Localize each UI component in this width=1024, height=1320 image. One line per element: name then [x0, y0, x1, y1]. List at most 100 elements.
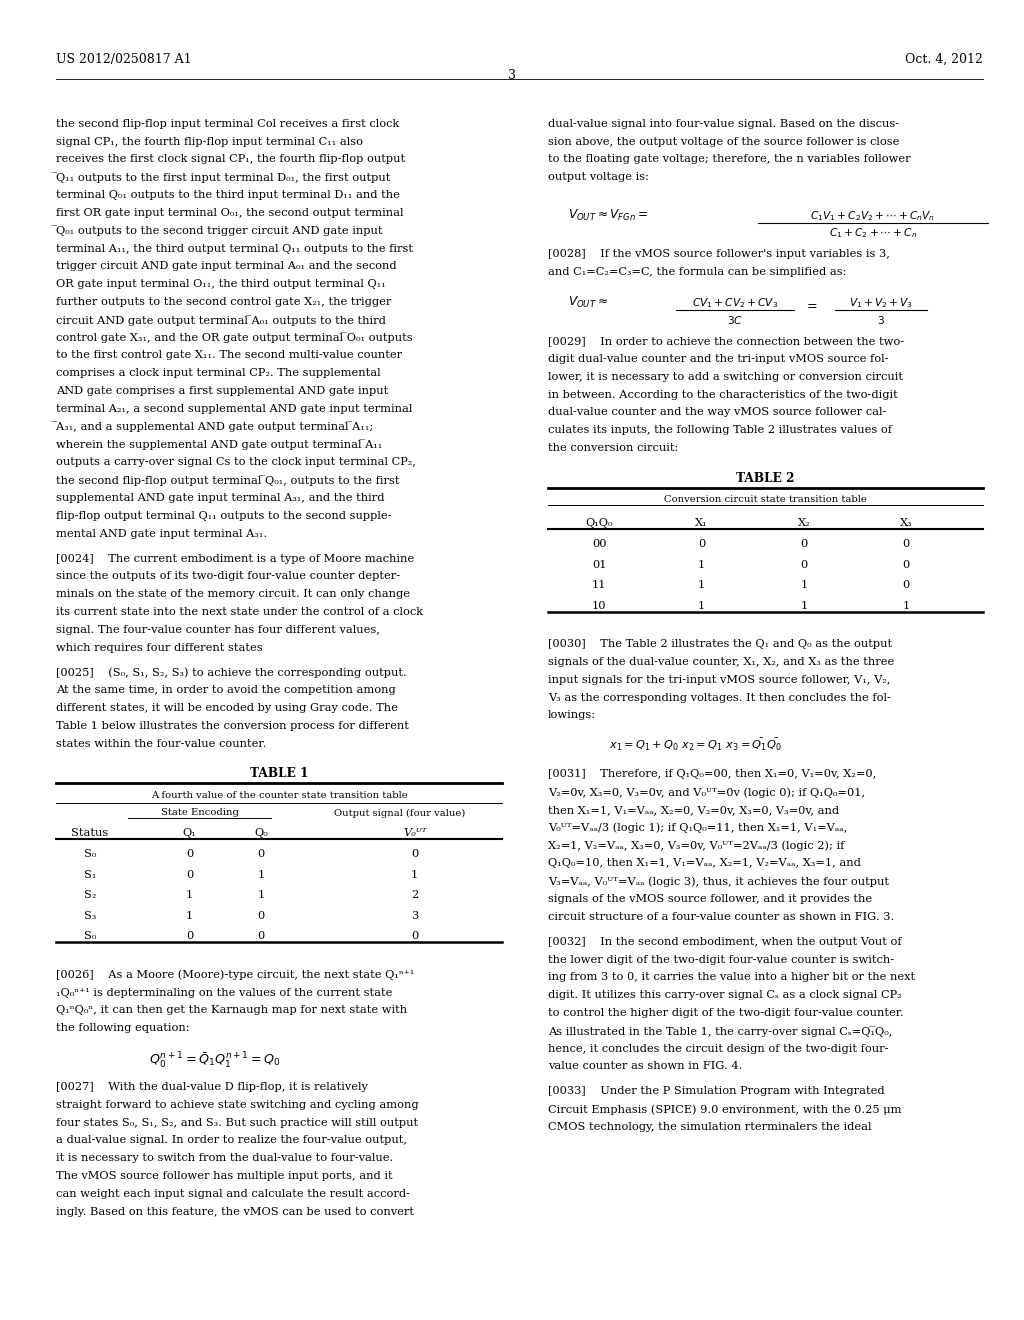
Text: [0032]    In the second embodiment, when the output Vout of: [0032] In the second embodiment, when th… — [548, 937, 901, 946]
Text: 11: 11 — [592, 581, 606, 590]
Text: V₃=Vₐₐ, V₀ᵁᵀ=Vₐₐ (logic 3), thus, it achieves the four output: V₃=Vₐₐ, V₀ᵁᵀ=Vₐₐ (logic 3), thus, it ach… — [548, 876, 889, 887]
Text: terminal A₁₁, the third output terminal Q₁₁ outputs to the first: terminal A₁₁, the third output terminal … — [56, 243, 414, 253]
Text: ingly. Based on this feature, the vMOS can be used to convert: ingly. Based on this feature, the vMOS c… — [56, 1206, 415, 1217]
Text: [0033]    Under the P Simulation Program with Integrated: [0033] Under the P Simulation Program wi… — [548, 1086, 885, 1097]
Text: 0: 0 — [185, 932, 194, 941]
Text: State Encoding: State Encoding — [161, 808, 239, 817]
Text: trigger circuit AND gate input terminal A₀₁ and the second: trigger circuit AND gate input terminal … — [56, 261, 397, 272]
Text: OR gate input terminal O₁₁, the third output terminal Q₁₁: OR gate input terminal O₁₁, the third ou… — [56, 279, 386, 289]
Text: 1: 1 — [697, 581, 706, 590]
Text: the following equation:: the following equation: — [56, 1023, 189, 1034]
Text: Status: Status — [72, 828, 109, 838]
Text: $CV_1 + CV_2 + CV_3$: $CV_1 + CV_2 + CV_3$ — [691, 296, 778, 310]
Text: $V_1 + V_2 + V_3$: $V_1 + V_2 + V_3$ — [849, 296, 912, 310]
Text: $V_{OUT} \approx$: $V_{OUT} \approx$ — [568, 296, 608, 310]
Text: Oct. 4, 2012: Oct. 4, 2012 — [905, 53, 983, 66]
Text: V₃ as the corresponding voltages. It then concludes the fol-: V₃ as the corresponding voltages. It the… — [548, 693, 891, 702]
Text: to control the higher digit of the two-digit four-value counter.: to control the higher digit of the two-d… — [548, 1008, 903, 1018]
Text: V₀ᵁᵀ=Vₐₐ/3 (logic 1); if Q₁Q₀=11, then X₁=1, V₁=Vₐₐ,: V₀ᵁᵀ=Vₐₐ/3 (logic 1); if Q₁Q₀=11, then X… — [548, 822, 847, 833]
Text: first OR gate input terminal O₀₁, the second output terminal: first OR gate input terminal O₀₁, the se… — [56, 207, 403, 218]
Text: Conversion circuit state transition table: Conversion circuit state transition tabl… — [664, 495, 867, 504]
Text: further outputs to the second control gate X₂₁, the trigger: further outputs to the second control ga… — [56, 297, 392, 308]
Text: X₂: X₂ — [798, 517, 810, 528]
Text: S₃: S₃ — [84, 911, 96, 921]
Text: A fourth value of the counter state transition table: A fourth value of the counter state tran… — [151, 791, 408, 800]
Text: 0: 0 — [185, 870, 194, 880]
Text: AND gate comprises a first supplemental AND gate input: AND gate comprises a first supplemental … — [56, 385, 388, 396]
Text: to the first control gate X₁₁. The second multi-value counter: to the first control gate X₁₁. The secon… — [56, 350, 402, 360]
Text: 0: 0 — [697, 540, 706, 549]
Text: Output signal (four value): Output signal (four value) — [334, 808, 465, 817]
Text: [0026]    As a Moore (Moore)-type circuit, the next state Q₁ⁿ⁺¹: [0026] As a Moore (Moore)-type circuit, … — [56, 970, 415, 981]
Text: the lower digit of the two-digit four-value counter is switch-: the lower digit of the two-digit four-va… — [548, 954, 894, 965]
Text: $x_1=Q_1+Q_0\ x_2=Q_1\ x_3=\bar{Q_1}\bar{Q_0}$: $x_1=Q_1+Q_0\ x_2=Q_1\ x_3=\bar{Q_1}\bar… — [609, 737, 782, 754]
Text: $3$: $3$ — [877, 314, 885, 326]
Text: terminal A₂₁, a second supplemental AND gate input terminal: terminal A₂₁, a second supplemental AND … — [56, 404, 413, 414]
Text: digit. It utilizes this carry-over signal Cₛ as a clock signal CP₂: digit. It utilizes this carry-over signa… — [548, 990, 901, 1001]
Text: [0030]    The Table 2 illustrates the Q₁ and Q₀ as the output: [0030] The Table 2 illustrates the Q₁ an… — [548, 639, 892, 649]
Text: 0: 0 — [800, 540, 808, 549]
Text: signal CP₁, the fourth flip-flop input terminal C₁₁ also: signal CP₁, the fourth flip-flop input t… — [56, 136, 364, 147]
Text: $Q_0^{n+1}=\bar{Q}_1Q_1^{n+1}=Q_0$: $Q_0^{n+1}=\bar{Q}_1Q_1^{n+1}=Q_0$ — [150, 1049, 281, 1069]
Text: 0: 0 — [800, 560, 808, 570]
Text: Circuit Emphasis (SPICE) 9.0 environment, with the 0.25 μm: Circuit Emphasis (SPICE) 9.0 environment… — [548, 1105, 901, 1115]
Text: 1: 1 — [411, 870, 419, 880]
Text: 0: 0 — [185, 849, 194, 859]
Text: $C_1V_1 + C_2V_2 + \cdots + C_nV_n$: $C_1V_1 + C_2V_2 + \cdots + C_nV_n$ — [810, 209, 936, 223]
Text: 1: 1 — [697, 560, 706, 570]
Text: flip-flop output terminal Q₁₁ outputs to the second supple-: flip-flop output terminal Q₁₁ outputs to… — [56, 511, 392, 521]
Text: culates its inputs, the following Table 2 illustrates values of: culates its inputs, the following Table … — [548, 425, 892, 436]
Text: and C₁=C₂=C₃=C, the formula can be simplified as:: and C₁=C₂=C₃=C, the formula can be simpl… — [548, 267, 846, 277]
Text: minals on the state of the memory circuit. It can only change: minals on the state of the memory circui… — [56, 589, 411, 599]
Text: hence, it concludes the circuit design of the two-digit four-: hence, it concludes the circuit design o… — [548, 1044, 889, 1053]
Text: 01: 01 — [592, 560, 606, 570]
Text: Q₁Q₀=10, then X₁=1, V₁=Vₐₐ, X₂=1, V₂=Vₐₐ, X₃=1, and: Q₁Q₀=10, then X₁=1, V₁=Vₐₐ, X₂=1, V₂=Vₐₐ… — [548, 858, 861, 869]
Text: ₁Q₀ⁿ⁺¹ is depterminaling on the values of the current state: ₁Q₀ⁿ⁺¹ is depterminaling on the values o… — [56, 987, 392, 998]
Text: digit dual-value counter and the tri-input vMOS source fol-: digit dual-value counter and the tri-inp… — [548, 354, 889, 364]
Text: different states, it will be encoded by using Gray code. The: different states, it will be encoded by … — [56, 704, 398, 713]
Text: S₀: S₀ — [84, 932, 96, 941]
Text: circuit AND gate output terminal ̅A₀₁ outputs to the third: circuit AND gate output terminal ̅A₀₁ ou… — [56, 314, 386, 326]
Text: 3: 3 — [508, 69, 516, 82]
Text: ing from 3 to 0, it carries the value into a higher bit or the next: ing from 3 to 0, it carries the value in… — [548, 973, 915, 982]
Text: dual-value counter and the way vMOS source follower cal-: dual-value counter and the way vMOS sour… — [548, 408, 886, 417]
Text: $V_{OUT} \approx V_{FGn} =$: $V_{OUT} \approx V_{FGn} =$ — [568, 207, 648, 223]
Text: 1: 1 — [257, 891, 265, 900]
Text: $C_1 + C_2 + \cdots + C_n$: $C_1 + C_2 + \cdots + C_n$ — [828, 227, 918, 240]
Text: value counter as shown in FIG. 4.: value counter as shown in FIG. 4. — [548, 1061, 742, 1072]
Text: signals of the vMOS source follower, and it provides the: signals of the vMOS source follower, and… — [548, 894, 872, 904]
Text: 1: 1 — [800, 581, 808, 590]
Text: ̅Q₁₁ outputs to the first input terminal D₀₁, the first output: ̅Q₁₁ outputs to the first input terminal… — [56, 172, 391, 183]
Text: circuit structure of a four-value counter as shown in FIG. 3.: circuit structure of a four-value counte… — [548, 912, 894, 921]
Text: four states S₀, S₁, S₂, and S₃. But such practice will still output: four states S₀, S₁, S₂, and S₃. But such… — [56, 1118, 419, 1127]
Text: 10: 10 — [592, 601, 606, 611]
Text: ̅Q₀₁ outputs to the second trigger circuit AND gate input: ̅Q₀₁ outputs to the second trigger circu… — [56, 226, 383, 236]
Text: states within the four-value counter.: states within the four-value counter. — [56, 739, 266, 748]
Text: X₁: X₁ — [695, 517, 708, 528]
Text: 1: 1 — [257, 870, 265, 880]
Text: can weight each input signal and calculate the result accord-: can weight each input signal and calcula… — [56, 1189, 411, 1199]
Text: Q₁ⁿQ₀ⁿ, it can then get the Karnaugh map for next state with: Q₁ⁿQ₀ⁿ, it can then get the Karnaugh map… — [56, 1006, 408, 1015]
Text: the second flip-flop output terminal ̅Q₀₁, outputs to the first: the second flip-flop output terminal ̅Q₀… — [56, 475, 399, 486]
Text: input signals for the tri-input vMOS source follower, V₁, V₂,: input signals for the tri-input vMOS sou… — [548, 675, 890, 685]
Text: receives the first clock signal CP₁, the fourth flip-flop output: receives the first clock signal CP₁, the… — [56, 154, 406, 165]
Text: signals of the dual-value counter, X₁, X₂, and X₃ as the three: signals of the dual-value counter, X₁, X… — [548, 657, 894, 667]
Text: it is necessary to switch from the dual-value to four-value.: it is necessary to switch from the dual-… — [56, 1154, 393, 1163]
Text: signal. The four-value counter has four different values,: signal. The four-value counter has four … — [56, 624, 380, 635]
Text: 1: 1 — [185, 911, 194, 921]
Text: [0025]    (S₀, S₁, S₂, S₃) to achieve the corresponding output.: [0025] (S₀, S₁, S₂, S₃) to achieve the c… — [56, 668, 408, 678]
Text: 0: 0 — [257, 932, 265, 941]
Text: $3C$: $3C$ — [727, 314, 742, 326]
Text: 0: 0 — [411, 849, 419, 859]
Text: comprises a clock input terminal CP₂. The supplemental: comprises a clock input terminal CP₂. Th… — [56, 368, 381, 379]
Text: US 2012/0250817 A1: US 2012/0250817 A1 — [56, 53, 191, 66]
Text: wherein the supplemental AND gate output terminal ̅A₁₁: wherein the supplemental AND gate output… — [56, 440, 383, 450]
Text: Q₁: Q₁ — [182, 828, 197, 838]
Text: ̅A₃₁, and a supplemental AND gate output terminal ̅A₁₁;: ̅A₃₁, and a supplemental AND gate output… — [56, 421, 374, 433]
Text: in between. According to the characteristics of the two-digit: in between. According to the characteris… — [548, 389, 898, 400]
Text: At the same time, in order to avoid the competition among: At the same time, in order to avoid the … — [56, 685, 396, 696]
Text: [0029]    In order to achieve the connection between the two-: [0029] In order to achieve the connectio… — [548, 337, 904, 346]
Text: 1: 1 — [800, 601, 808, 611]
Text: S₀: S₀ — [84, 849, 96, 859]
Text: 0: 0 — [257, 911, 265, 921]
